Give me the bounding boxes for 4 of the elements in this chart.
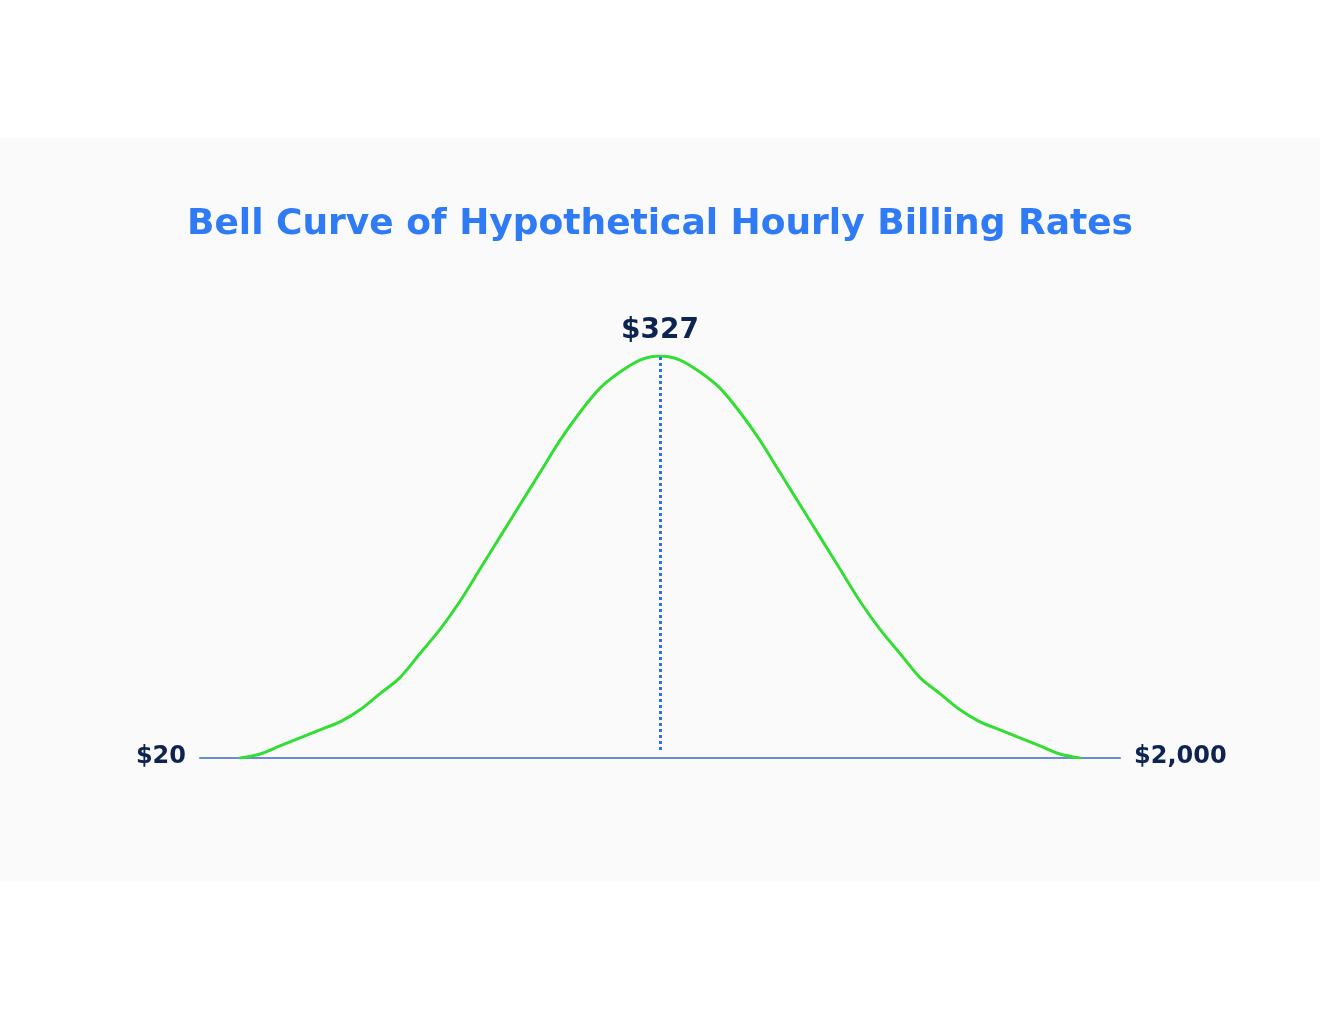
text: $2,000	[1134, 741, 1227, 769]
text: $327	[621, 311, 699, 345]
text: $20	[135, 741, 187, 769]
chart-title: Bell Curve of Hypothetical Hourly Billing Rates	[186, 200, 1134, 242]
